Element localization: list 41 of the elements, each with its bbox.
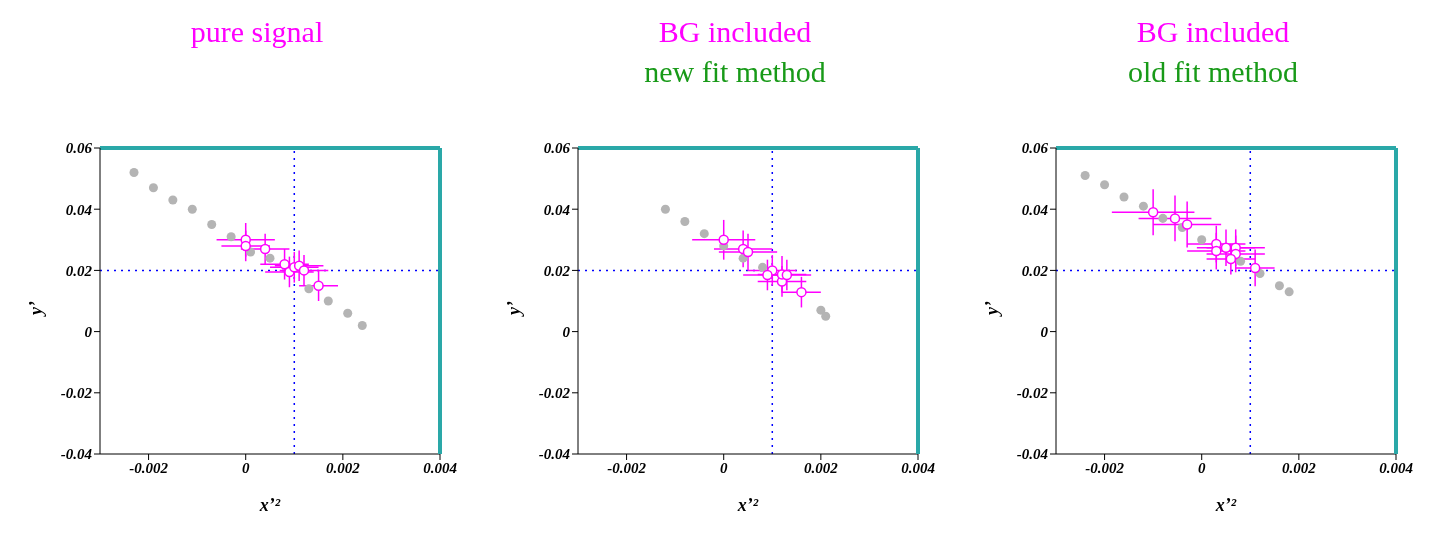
y-tick-label: 0.04 bbox=[543, 201, 571, 218]
x-tick-label: 0 bbox=[241, 459, 250, 476]
chart-subtitle: old fit method bbox=[1128, 54, 1298, 90]
x-axis-title: x’² bbox=[1214, 494, 1237, 515]
y-tick-label: -0.04 bbox=[538, 446, 571, 463]
y-tick-label: -0.02 bbox=[60, 385, 93, 402]
x-tick-label: 0 bbox=[1197, 459, 1206, 476]
x-tick-label: 0.002 bbox=[803, 459, 839, 476]
chart-title: pure signal bbox=[190, 14, 324, 50]
y-tick-label: 0.02 bbox=[1021, 262, 1049, 279]
y-tick-label: 0.04 bbox=[1021, 201, 1049, 218]
x-tick-label: 0.002 bbox=[1281, 459, 1317, 476]
y-axis-title: y’ bbox=[982, 301, 1003, 317]
y-tick-label: 0 bbox=[84, 323, 93, 340]
y-tick-label: 0 bbox=[1040, 323, 1049, 340]
y-tick-label: 0.02 bbox=[543, 262, 571, 279]
y-axis-title: y’ bbox=[504, 301, 525, 317]
x-tick-label: -0.002 bbox=[1085, 459, 1125, 476]
chart-title: BG included bbox=[657, 14, 813, 50]
x-tick-label: 0.004 bbox=[423, 459, 458, 476]
x-tick-label: 0.002 bbox=[325, 459, 361, 476]
x-tick-label: -0.002 bbox=[129, 459, 169, 476]
x-tick-label: 0.004 bbox=[901, 459, 936, 476]
y-tick-label: 0.06 bbox=[1021, 140, 1049, 157]
y-tick-label: 0.06 bbox=[543, 140, 571, 157]
y-tick-label: -0.02 bbox=[538, 385, 571, 402]
x-tick-label: 0.004 bbox=[1379, 459, 1414, 476]
chart-subtitle: new fit method bbox=[644, 54, 826, 90]
y-tick-label: 0.04 bbox=[65, 201, 93, 218]
x-axis-title: x’² bbox=[736, 494, 759, 515]
y-tick-label: -0.02 bbox=[1016, 385, 1049, 402]
chart-title: BG included bbox=[1135, 14, 1291, 50]
x-tick-label: 0 bbox=[719, 459, 728, 476]
y-tick-label: 0.06 bbox=[65, 140, 93, 157]
y-tick-label: 0.02 bbox=[65, 262, 93, 279]
y-tick-label: 0 bbox=[562, 323, 571, 340]
y-axis-title: y’ bbox=[26, 301, 47, 317]
x-axis-title: x’² bbox=[258, 494, 281, 515]
x-tick-label: -0.002 bbox=[607, 459, 647, 476]
y-tick-label: -0.04 bbox=[60, 446, 93, 463]
y-tick-label: -0.04 bbox=[1016, 446, 1049, 463]
